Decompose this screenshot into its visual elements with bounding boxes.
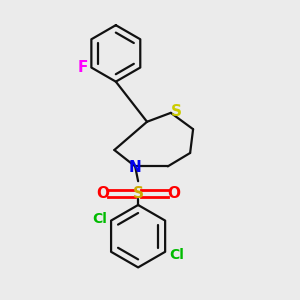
Text: N: N [129,160,142,175]
Text: S: S [171,104,182,119]
Text: O: O [96,186,109,201]
Text: S: S [133,186,144,201]
Text: O: O [167,186,180,201]
Text: Cl: Cl [169,248,184,262]
Text: Cl: Cl [92,212,106,226]
Text: F: F [77,60,88,75]
